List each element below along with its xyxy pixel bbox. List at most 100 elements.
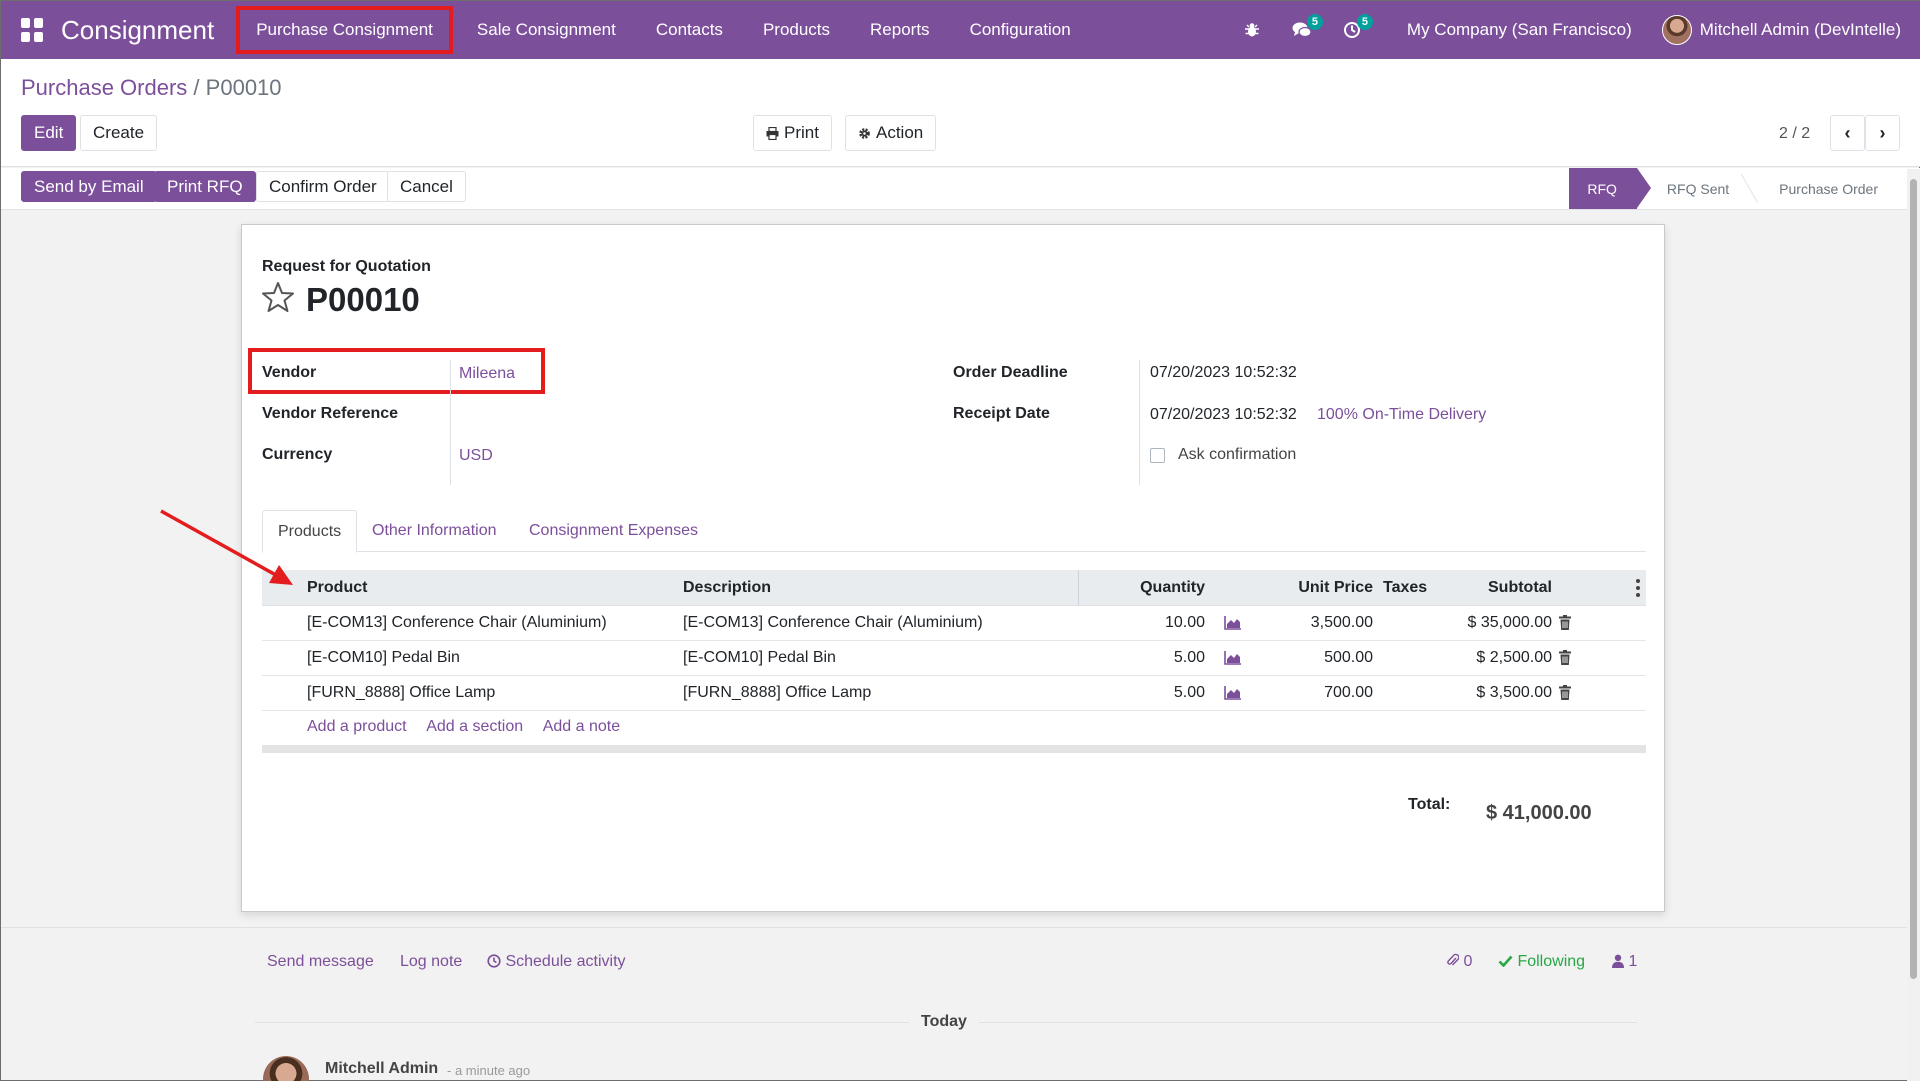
- menu-reports[interactable]: Reports: [870, 20, 930, 39]
- field-divider-left: [450, 360, 451, 485]
- column-taxes[interactable]: Taxes: [1383, 579, 1428, 596]
- column-quantity[interactable]: Quantity: [1140, 579, 1205, 596]
- company-switcher[interactable]: My Company (San Francisco): [1406, 20, 1632, 39]
- breadcrumb-separator: /: [193, 75, 200, 100]
- column-description[interactable]: Description: [683, 579, 772, 596]
- column-subtotal[interactable]: Subtotal: [1488, 579, 1552, 596]
- receipt-date-label: Receipt Date: [953, 405, 1050, 422]
- menu-contacts[interactable]: Contacts: [655, 20, 723, 39]
- stage-rfq[interactable]: RFQ: [1569, 168, 1651, 209]
- cancel-button[interactable]: Cancel: [387, 171, 466, 202]
- row-unit-price[interactable]: 500.00: [1324, 649, 1373, 666]
- table-row[interactable]: [E-COM10] Pedal Bin [E-COM10] Pedal Bin …: [262, 641, 1646, 676]
- currency-field[interactable]: USD: [459, 447, 493, 464]
- avatar: [263, 1056, 309, 1081]
- table-row[interactable]: [FURN_8888] Office Lamp [FURN_8888] Offi…: [262, 676, 1646, 711]
- table-row[interactable]: [E-COM13] Conference Chair (Aluminium) […: [262, 606, 1646, 641]
- clock-icon[interactable]: 5: [1327, 1, 1377, 59]
- chat-bubbles-icon[interactable]: 5: [1277, 1, 1327, 59]
- row-unit-price[interactable]: 3,500.00: [1310, 614, 1373, 631]
- total-amount: $ 41,000.00: [1486, 802, 1592, 824]
- schedule-activity-button[interactable]: Schedule activity: [487, 953, 626, 971]
- row-product[interactable]: [E-COM13] Conference Chair (Aluminium): [307, 614, 607, 631]
- tab-other-information[interactable]: Other Information: [372, 522, 497, 539]
- menu-purchase-consignment[interactable]: Purchase Consignment: [236, 6, 453, 54]
- trash-icon[interactable]: [1559, 615, 1571, 630]
- column-divider: [1078, 570, 1079, 606]
- row-description[interactable]: [E-COM10] Pedal Bin: [683, 649, 836, 666]
- row-quantity[interactable]: 10.00: [1164, 614, 1205, 631]
- followers-button[interactable]: 1: [1612, 953, 1637, 971]
- breadcrumb: Purchase Orders / P00010: [21, 75, 282, 101]
- schedule-activity-label: Schedule activity: [505, 953, 626, 970]
- attachments-count: 0: [1463, 953, 1473, 970]
- user-name: Mitchell Admin (DevIntelle): [1699, 20, 1901, 39]
- send-by-email-button[interactable]: Send by Email: [21, 171, 157, 202]
- tab-products[interactable]: Products: [262, 510, 358, 553]
- vendor-field[interactable]: Mileena: [459, 365, 516, 382]
- area-chart-icon[interactable]: [1224, 651, 1242, 665]
- chevron-right-icon: ›: [1879, 122, 1886, 143]
- print-button[interactable]: Print: [753, 115, 832, 151]
- order-deadline-field[interactable]: 07/20/2023 10:52:32: [1150, 364, 1297, 381]
- stage-purchase-order[interactable]: Purchase Order: [1779, 180, 1878, 197]
- pager-previous-button[interactable]: ‹: [1830, 115, 1865, 151]
- bug-icon[interactable]: [1227, 1, 1277, 59]
- print-rfq-button[interactable]: Print RFQ: [154, 171, 256, 202]
- scrollbar-thumb[interactable]: [1910, 179, 1917, 979]
- column-product[interactable]: Product: [307, 579, 368, 596]
- row-description[interactable]: [E-COM13] Conference Chair (Aluminium): [683, 614, 983, 631]
- stage-rfq-sent[interactable]: RFQ Sent: [1637, 168, 1749, 209]
- on-time-delivery-link[interactable]: 100% On-Time Delivery: [1317, 406, 1487, 423]
- menu-products[interactable]: Products: [762, 20, 831, 39]
- pager-buttons: ‹ ›: [1830, 115, 1900, 151]
- tab-consignment-expenses[interactable]: Consignment Expenses: [529, 522, 698, 539]
- menu-sale-consignment[interactable]: Sale Consignment: [476, 20, 616, 39]
- apps-grid-icon[interactable]: [21, 18, 45, 42]
- area-chart-icon[interactable]: [1224, 616, 1242, 630]
- optional-columns-icon[interactable]: [1636, 579, 1640, 597]
- action-button[interactable]: Action: [845, 115, 937, 151]
- row-unit-price[interactable]: 700.00: [1324, 684, 1373, 701]
- confirm-order-button[interactable]: Confirm Order: [256, 171, 390, 202]
- row-subtotal: $ 3,500.00: [1476, 684, 1552, 701]
- row-product[interactable]: [E-COM10] Pedal Bin: [307, 649, 460, 666]
- add-section-link[interactable]: Add a section: [426, 718, 524, 735]
- ask-confirmation-checkbox[interactable]: [1150, 448, 1165, 463]
- column-unit-price[interactable]: Unit Price: [1298, 579, 1373, 596]
- trash-icon[interactable]: [1559, 650, 1571, 665]
- currency-label: Currency: [262, 446, 333, 463]
- app-brand[interactable]: Consignment: [61, 14, 215, 45]
- row-quantity[interactable]: 5.00: [1173, 649, 1205, 666]
- print-label: Print: [784, 123, 819, 142]
- attachments-button[interactable]: 0: [1447, 953, 1472, 971]
- pager-value[interactable]: 2 / 2: [1779, 125, 1811, 142]
- message-author[interactable]: Mitchell Admin: [325, 1060, 439, 1077]
- pager-next-button[interactable]: ›: [1865, 115, 1900, 151]
- row-product[interactable]: [FURN_8888] Office Lamp: [307, 684, 496, 701]
- printer-icon: [766, 126, 779, 140]
- message-time: - a minute ago: [447, 1063, 531, 1078]
- row-quantity[interactable]: 5.00: [1173, 684, 1205, 701]
- trash-icon[interactable]: [1559, 685, 1571, 700]
- menu-configuration[interactable]: Configuration: [969, 20, 1071, 39]
- user-menu[interactable]: Mitchell Admin (DevIntelle): [1661, 15, 1920, 45]
- following-button[interactable]: Following: [1498, 953, 1585, 971]
- add-product-link[interactable]: Add a product: [307, 718, 407, 735]
- star-icon[interactable]: [262, 281, 294, 313]
- edit-button[interactable]: Edit: [21, 115, 77, 151]
- ask-confirmation-label: Ask confirmation: [1178, 446, 1297, 463]
- log-note-button[interactable]: Log note: [400, 953, 463, 970]
- row-description[interactable]: [FURN_8888] Office Lamp: [683, 684, 872, 701]
- add-note-link[interactable]: Add a note: [542, 718, 621, 735]
- receipt-date-field[interactable]: 07/20/2023 10:52:32: [1150, 406, 1297, 423]
- send-message-button[interactable]: Send message: [267, 953, 374, 970]
- top-navbar: Consignment Purchase Consignment Sale Co…: [1, 1, 1920, 59]
- page-title: P00010: [306, 281, 420, 318]
- page-scrollbar[interactable]: [1907, 169, 1920, 1081]
- total-label: Total:: [1408, 796, 1451, 813]
- control-panel: Purchase Orders / P00010 Edit Create Pri…: [1, 59, 1920, 167]
- breadcrumb-purchase-orders[interactable]: Purchase Orders: [21, 75, 188, 100]
- create-button[interactable]: Create: [80, 115, 158, 151]
- area-chart-icon[interactable]: [1224, 686, 1242, 700]
